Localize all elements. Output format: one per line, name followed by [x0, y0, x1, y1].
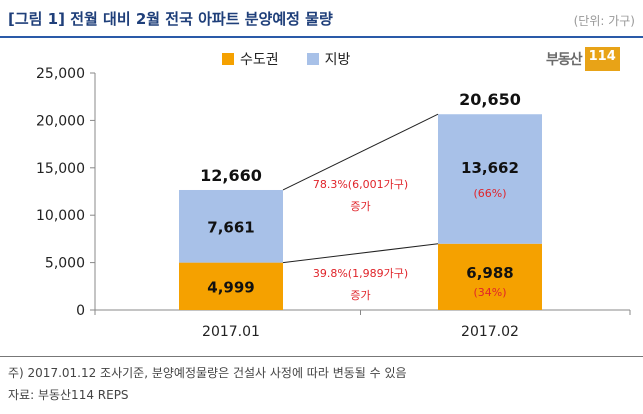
- y-tick-label: 25,000: [36, 66, 85, 82]
- y-tick-label: 15,000: [36, 161, 85, 177]
- top-rule: [0, 36, 643, 38]
- x-tick-label: 2017.01: [202, 324, 260, 340]
- bar-capital-2017.02: [438, 243, 542, 310]
- annotation-capital-change-suffix: 증가: [350, 289, 370, 302]
- total-label: 20,650: [459, 90, 521, 109]
- footnote-source: 자료: 부동산114 REPS: [8, 388, 129, 402]
- x-tick-label: 2017.02: [461, 324, 519, 340]
- y-tick-label: 10,000: [36, 208, 85, 224]
- annotation-total-change-suffix: 증가: [350, 200, 370, 213]
- logo-badge: 114: [584, 47, 620, 71]
- legend-swatch-local: [306, 53, 319, 65]
- unit-label: (단위: 가구): [573, 14, 635, 28]
- logo-text: 부동산: [546, 52, 583, 68]
- chart-title: [그림 1] 전월 대비 2월 전국 아파트 분양예정 물량: [8, 10, 333, 28]
- legend-item-capital: 수도권: [222, 49, 279, 69]
- annotation-total-change: 78.3%(6,001가구): [313, 178, 408, 191]
- connector-line-capital: [282, 243, 439, 264]
- y-tick-label: 20,000: [36, 113, 85, 129]
- value-label-capital: 6,988: [466, 264, 513, 282]
- share-label-local: (66%): [473, 187, 506, 200]
- legend-label-capital: 수도권: [240, 52, 279, 68]
- bottom-rule: [0, 356, 643, 357]
- legend-item-local: 지방: [306, 49, 351, 69]
- footnote-note: 주) 2017.01.12 조사기준, 분양예정물량은 건설사 사정에 따라 변…: [8, 366, 407, 380]
- value-label-local: 13,662: [461, 159, 519, 177]
- legend-swatch-capital: [222, 53, 234, 65]
- total-label: 12,660: [200, 166, 262, 185]
- bar-capital-2017.01: [179, 262, 283, 310]
- annotation-capital-change: 39.8%(1,989가구): [313, 267, 408, 280]
- value-label-local: 7,661: [207, 218, 254, 236]
- connector-line-total: [282, 113, 439, 191]
- share-label-capital: (34%): [473, 286, 506, 299]
- legend: 수도권 지방: [222, 49, 350, 69]
- brand-logo: 부동산 114: [546, 47, 620, 71]
- legend-label-local: 지방: [324, 52, 351, 68]
- y-tick-label: 5,000: [45, 256, 85, 272]
- bar-local-2017.01: [179, 189, 283, 263]
- y-tick-label: 0: [76, 303, 85, 319]
- bar-local-2017.02: [438, 114, 542, 244]
- stacked-bar-chart: 0 5,000 10,000 15,000 20,000 25,000 4,999 7,661…: [36, 66, 631, 340]
- value-label-capital: 4,999: [207, 278, 254, 296]
